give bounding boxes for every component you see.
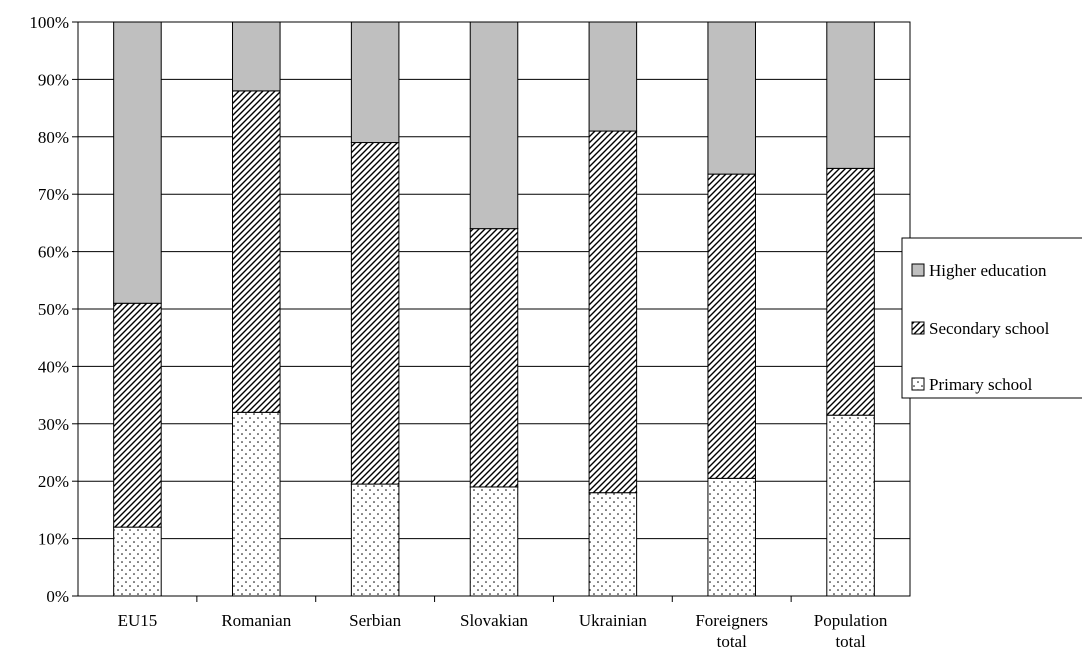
bar-segment-primary-school [469,486,519,597]
y-axis-tick-labels: 0% 10% 20% 30% 40% 50% 60% 70% 80% 90% 100% [29,13,69,606]
category-label: Ukrainian [579,611,647,630]
legend: Higher education Secondary school Primary … [901,237,1082,399]
y-tick-label: 20% [38,472,69,491]
bar-segment-secondary-school [113,302,162,528]
category-label: Serbian [349,611,401,630]
bar-segment-higher-education [232,21,281,92]
category-label: EU15 [118,611,158,630]
bar-segment-primary-school [707,477,756,597]
legend-swatch [911,321,925,335]
y-tick-label: 0% [46,587,69,606]
y-tick-label: 50% [38,300,69,319]
legend-label: Secondary school [929,319,1050,338]
bars [113,21,875,597]
legend-swatch [911,377,925,391]
legend-label: Primary school [929,375,1033,394]
legend-label: Higher education [929,261,1047,280]
y-tick-label: 10% [38,530,69,549]
y-tick-label: 40% [38,357,69,376]
bar-segment-higher-education [707,21,756,175]
legend-box [901,237,1082,399]
category-label: Population total [814,611,888,651]
bar-segment-higher-education [469,21,519,230]
bar-segment-secondary-school [350,142,400,485]
category-label: Foreigners total [695,611,768,651]
bar-segment-primary-school [232,411,281,597]
x-axis-category-labels: EU15 Romanian Serbian Slovakian Ukrainian For… [118,611,888,651]
y-tick-label: 80% [38,128,69,147]
bar-segment-secondary-school [232,90,281,413]
bar-segment-higher-education [826,21,875,169]
bar-segment-secondary-school [469,228,519,488]
bar-segment-higher-education [588,21,638,132]
bar-segment-primary-school [350,483,400,597]
bar-segment-higher-education [350,21,400,144]
bar-segment-primary-school [826,414,875,597]
bar-segment-secondary-school [707,173,756,479]
bar-segment-primary-school [588,492,638,597]
bar-segment-secondary-school [826,167,875,416]
bar-segment-secondary-school [588,130,638,494]
y-tick-label: 90% [38,70,69,89]
category-label: Slovakian [460,611,528,630]
y-tick-label: 30% [38,415,69,434]
bar-segment-primary-school [113,526,162,597]
bar-segment-higher-education [113,21,162,304]
y-tick-label: 60% [38,243,69,262]
legend-swatch [911,263,925,277]
category-label: Romanian [221,611,291,630]
y-tick-label: 70% [38,185,69,204]
y-tick-label: 100% [29,13,69,32]
